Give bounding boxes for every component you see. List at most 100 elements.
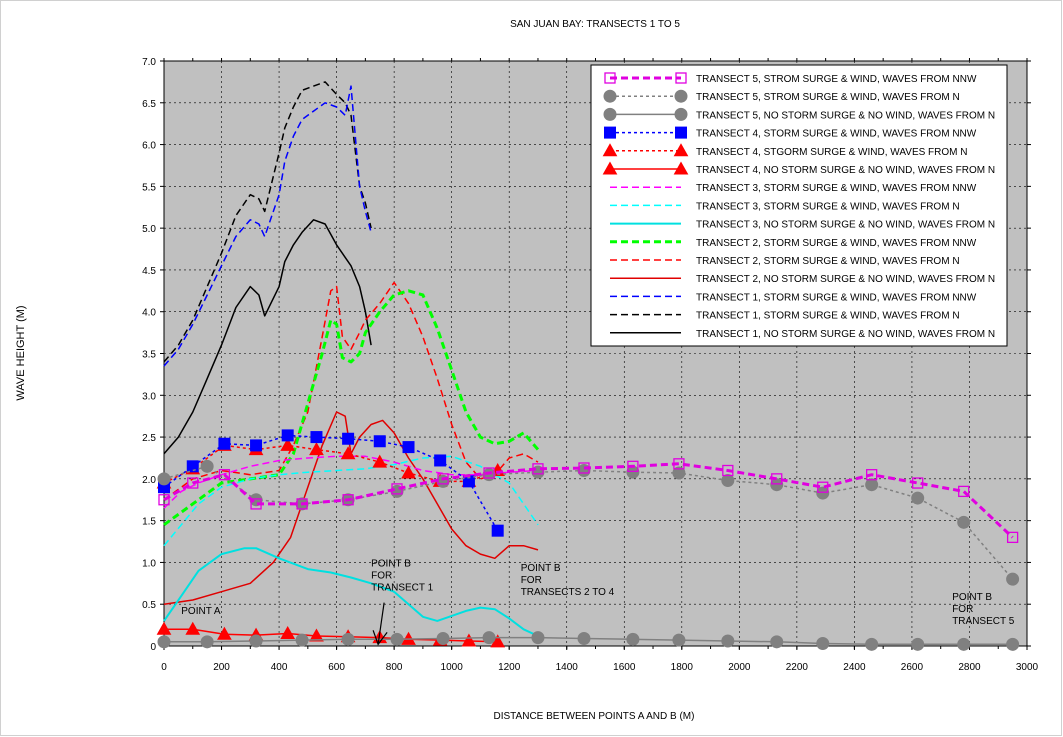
annotation-point-a: POINT A: [181, 606, 221, 617]
data-point: [577, 464, 591, 477]
legend-marker: [602, 143, 618, 157]
data-point: [817, 481, 829, 493]
x-tick-label: 2200: [786, 662, 809, 673]
y-tick-label: 1.5: [142, 517, 156, 528]
data-point: [295, 633, 309, 647]
legend-item: TRANSECT 5, STROM SURGE & WIND, WAVES FR…: [603, 89, 960, 103]
x-tick-label: 600: [328, 662, 345, 673]
data-point: [957, 637, 971, 651]
legend-item: TRANSECT 1, STORM SURGE & WIND, WAVES FR…: [610, 292, 977, 303]
y-tick-label: 3.0: [142, 391, 156, 402]
data-point: [770, 478, 784, 492]
data-point: [958, 485, 970, 498]
data-point: [342, 494, 354, 506]
data-point: [911, 637, 925, 651]
x-tick-label: 1400: [556, 662, 579, 673]
x-axis-label: DISTANCE BETWEEN POINTS A AND B (M): [494, 711, 695, 722]
legend-item: TRANSECT 1, NO STORM SURGE & NO WIND, WA…: [610, 329, 995, 340]
data-point: [531, 631, 545, 645]
legend-label: TRANSECT 1, NO STORM SURGE & NO WIND, WA…: [696, 329, 995, 340]
annotation-text: TRANSECT 1: [371, 583, 433, 594]
x-tick-label: 1800: [671, 662, 694, 673]
legend-item: TRANSECT 2, STORM SURGE & WIND, WAVES FR…: [610, 238, 977, 249]
data-point: [434, 454, 447, 467]
series-line: [163, 462, 1014, 539]
x-tick-label: 1200: [498, 662, 521, 673]
data-point: [200, 459, 214, 473]
data-point: [342, 432, 355, 445]
y-tick-label: 1.0: [142, 558, 156, 569]
annotation-text: TRANSECTS 2 TO 4: [521, 587, 615, 598]
legend-item: TRANSECT 2, STORM SURGE & WIND, WAVES FR…: [610, 256, 960, 267]
series-15: [163, 219, 372, 455]
data-point: [578, 462, 590, 474]
legend-label: TRANSECT 1, STORM SURGE & WIND, WAVES FR…: [696, 292, 977, 303]
series-layer: [156, 81, 1020, 651]
legend-label: TRANSECT 5, NO STORM SURGE & NO WIND, WA…: [696, 110, 995, 121]
y-tick-label: 2.0: [142, 475, 156, 486]
series-line: [163, 444, 498, 484]
x-tick-label: 2800: [958, 662, 981, 673]
data-point: [912, 477, 924, 489]
data-point: [390, 632, 404, 646]
data-point: [816, 486, 830, 500]
data-point: [770, 635, 784, 649]
legend-label: TRANSECT 4, NO STORM SURGE & NO WIND, WA…: [696, 165, 995, 176]
x-tick-label: 800: [386, 662, 403, 673]
legend-marker: [603, 107, 617, 121]
data-point: [436, 631, 450, 645]
data-point: [185, 621, 201, 635]
data-point: [158, 494, 170, 506]
data-point: [280, 437, 296, 451]
legend-label: TRANSECT 2, STORM SURGE & WIND, WAVES FR…: [696, 256, 960, 267]
data-point: [310, 431, 323, 444]
legend-label: TRANSECT 3, STORM SURGE & WIND, WAVES FR…: [696, 201, 960, 212]
x-tick-label: 3000: [1016, 662, 1039, 673]
legend-label: TRANSECT 3, STORM SURGE & WIND, WAVES FR…: [696, 183, 977, 194]
data-point: [200, 635, 214, 649]
legend-marker: [673, 143, 689, 157]
legend-label: TRANSECT 3, NO STORM SURGE & NO WIND, WA…: [696, 220, 995, 231]
data-point: [391, 483, 403, 495]
y-tick-label: 3.5: [142, 350, 156, 361]
legend-label: TRANSECT 5, STROM SURGE & WIND, WAVES FR…: [696, 92, 960, 103]
annotation-text: FOR: [371, 571, 392, 582]
annotation-text: POINT B: [521, 563, 561, 574]
x-tick-label: 200: [213, 662, 230, 673]
legend-marker: [604, 72, 616, 84]
data-point: [672, 466, 686, 480]
data-point: [627, 460, 639, 472]
series-line: [163, 411, 539, 605]
x-tick-label: 2600: [901, 662, 924, 673]
legend-item: TRANSECT 4, NO STORM SURGE & NO WIND, WA…: [602, 161, 995, 176]
x-tick-label: 400: [271, 662, 288, 673]
y-tick-label: 6.0: [142, 141, 156, 152]
legend-marker: [604, 126, 616, 139]
legend-marker: [674, 89, 688, 103]
y-tick-label: 6.5: [142, 99, 156, 110]
legend-item: TRANSECT 5, STROM SURGE & WIND, WAVES FR…: [604, 72, 977, 85]
series-10: [163, 289, 540, 527]
series-line: [163, 455, 539, 547]
data-point: [280, 625, 296, 639]
legend-item: TRANSECT 3, STORM SURGE & WIND, WAVES FR…: [610, 201, 960, 212]
series-line: [163, 547, 539, 637]
legend-label: TRANSECT 2, STORM SURGE & WIND, WAVES FR…: [696, 238, 977, 249]
data-point: [340, 446, 356, 460]
y-tick-label: 5.5: [142, 182, 156, 193]
series-14: [163, 81, 372, 363]
series-9: [163, 547, 539, 637]
legend-label: TRANSECT 2, NO STORM SURGE & NO WIND, WA…: [696, 274, 995, 285]
data-point: [957, 515, 971, 529]
data-point: [721, 474, 735, 488]
data-point: [1006, 572, 1020, 586]
data-point: [250, 439, 263, 452]
y-tick-label: 0.5: [142, 600, 156, 611]
annotation-text: POINT A: [181, 606, 221, 617]
data-point: [156, 621, 172, 635]
data-point: [402, 441, 415, 454]
series-3: [157, 631, 1020, 651]
